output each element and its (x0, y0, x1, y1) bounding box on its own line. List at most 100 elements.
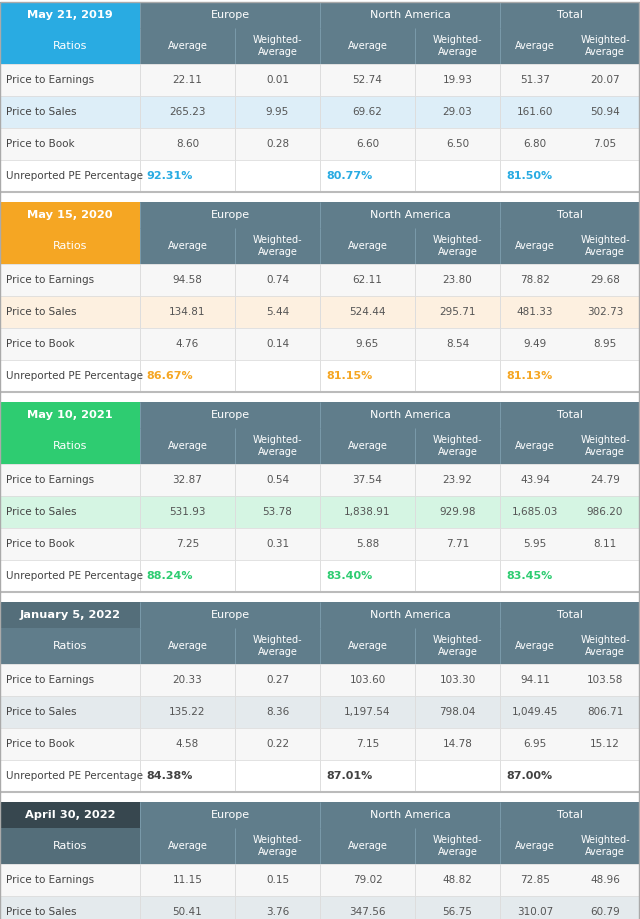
Text: 51.37: 51.37 (520, 75, 550, 85)
Text: 6.80: 6.80 (524, 139, 547, 149)
Text: Unreported PE Percentage: Unreported PE Percentage (6, 771, 143, 781)
Text: Average: Average (515, 841, 555, 851)
Text: 23.80: 23.80 (443, 275, 472, 285)
Bar (0, 228, 140, 264)
Text: Average: Average (515, 41, 555, 51)
Text: May 15, 2020: May 15, 2020 (27, 210, 113, 220)
Bar (0, 392, 640, 402)
Text: 11.15: 11.15 (173, 875, 202, 885)
Bar (500, 402, 640, 428)
Bar (0, 696, 640, 728)
Text: 0.28: 0.28 (266, 139, 289, 149)
Bar (0, 192, 640, 202)
Bar (415, 628, 500, 664)
Text: Weighted-
Average: Weighted- Average (580, 635, 630, 657)
Bar (235, 28, 320, 64)
Bar (0, 28, 140, 64)
Text: Weighted-
Average: Weighted- Average (253, 35, 302, 57)
Bar (500, 828, 570, 864)
Bar (0, 802, 140, 828)
Text: Ratios: Ratios (53, 241, 87, 251)
Bar (500, 628, 570, 664)
Text: 8.95: 8.95 (593, 339, 616, 349)
Bar (320, 202, 500, 228)
Text: 86.67%: 86.67% (146, 371, 193, 381)
Text: 5.95: 5.95 (524, 539, 547, 549)
Text: 103.58: 103.58 (587, 675, 623, 685)
Bar (235, 628, 320, 664)
Bar (0, 464, 640, 496)
Text: 22.11: 22.11 (173, 75, 202, 85)
Text: 7.25: 7.25 (176, 539, 199, 549)
Text: Price to Book: Price to Book (6, 739, 75, 749)
Text: 87.00%: 87.00% (506, 771, 552, 781)
Bar (500, 28, 570, 64)
Bar (0, 202, 140, 228)
Text: 32.87: 32.87 (173, 475, 202, 485)
Text: May 10, 2021: May 10, 2021 (27, 410, 113, 420)
Bar (320, 402, 500, 428)
Text: Weighted-
Average: Weighted- Average (580, 835, 630, 857)
Text: 29.68: 29.68 (590, 275, 620, 285)
Text: Total: Total (557, 410, 583, 420)
Text: Weighted-
Average: Weighted- Average (253, 835, 302, 857)
Text: Price to Earnings: Price to Earnings (6, 275, 94, 285)
Text: 69.62: 69.62 (353, 107, 383, 117)
Text: 347.56: 347.56 (349, 907, 386, 917)
Bar (0, 864, 640, 896)
Text: 29.03: 29.03 (443, 107, 472, 117)
Text: 295.71: 295.71 (439, 307, 476, 317)
Bar (500, 228, 570, 264)
Text: Weighted-
Average: Weighted- Average (433, 835, 483, 857)
Text: Price to Sales: Price to Sales (6, 707, 77, 717)
Text: Price to Book: Price to Book (6, 339, 75, 349)
Text: 83.40%: 83.40% (326, 571, 372, 581)
Text: 7.15: 7.15 (356, 739, 379, 749)
Bar (500, 602, 640, 628)
Text: Ratios: Ratios (53, 841, 87, 851)
Text: Europe: Europe (211, 10, 250, 20)
Text: 81.13%: 81.13% (506, 371, 552, 381)
Text: 531.93: 531.93 (169, 507, 205, 517)
Bar (0, 896, 640, 919)
Text: 481.33: 481.33 (516, 307, 553, 317)
Text: 1,685.03: 1,685.03 (512, 507, 558, 517)
Text: Price to Sales: Price to Sales (6, 907, 77, 917)
Bar (140, 602, 320, 628)
Text: North America: North America (369, 410, 451, 420)
Text: 81.50%: 81.50% (506, 171, 552, 181)
Text: 43.94: 43.94 (520, 475, 550, 485)
Text: Average: Average (348, 441, 387, 451)
Bar (140, 802, 320, 828)
Text: 6.50: 6.50 (446, 139, 469, 149)
Text: Price to Earnings: Price to Earnings (6, 475, 94, 485)
Bar (570, 228, 640, 264)
Bar (0, 560, 640, 592)
Text: 48.96: 48.96 (590, 875, 620, 885)
Text: April 30, 2022: April 30, 2022 (25, 810, 115, 820)
Text: 94.58: 94.58 (173, 275, 202, 285)
Bar (0, 628, 140, 664)
Bar (0, 296, 640, 328)
Text: Europe: Europe (211, 610, 250, 620)
Text: Europe: Europe (211, 410, 250, 420)
Text: 20.33: 20.33 (173, 675, 202, 685)
Bar (320, 428, 415, 464)
Text: Total: Total (557, 210, 583, 220)
Bar (0, 264, 640, 296)
Text: 986.20: 986.20 (587, 507, 623, 517)
Bar (500, 202, 640, 228)
Bar (0, 128, 640, 160)
Text: Average: Average (168, 41, 207, 51)
Text: Europe: Europe (211, 210, 250, 220)
Text: Weighted-
Average: Weighted- Average (433, 635, 483, 657)
Text: 9.49: 9.49 (524, 339, 547, 349)
Text: North America: North America (369, 10, 451, 20)
Bar (0, 402, 140, 428)
Bar (0, 496, 640, 528)
Text: Price to Book: Price to Book (6, 539, 75, 549)
Text: May 21, 2019: May 21, 2019 (27, 10, 113, 20)
Bar (140, 828, 235, 864)
Bar (500, 802, 640, 828)
Text: 84.38%: 84.38% (146, 771, 193, 781)
